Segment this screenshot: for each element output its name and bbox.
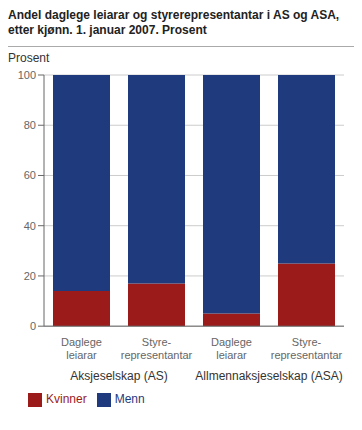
svg-text:Allmennaksjeselskap (ASA): Allmennaksjeselskap (ASA) bbox=[195, 369, 342, 383]
svg-text:40: 40 bbox=[24, 220, 36, 232]
svg-text:80: 80 bbox=[24, 119, 36, 131]
svg-text:100: 100 bbox=[18, 69, 36, 81]
svg-text:Styre-representantar: Styre-representantar bbox=[121, 336, 193, 361]
svg-text:Styre-representantar: Styre-representantar bbox=[271, 336, 343, 361]
html-text:etter kjønn. 1. januar 2007. P: etter kjønn. 1. januar 2007. Prosent bbox=[8, 23, 207, 37]
svg-text:60: 60 bbox=[24, 169, 36, 181]
html-text:Prosent: Prosent bbox=[8, 51, 50, 65]
svg-text:Daglegeleiarar: Daglegeleiarar bbox=[61, 336, 102, 361]
html-text:Kvinner: Kvinner bbox=[46, 392, 87, 407]
svg-text:Aksjeselskap (AS): Aksjeselskap (AS) bbox=[70, 369, 167, 383]
svg-text:0: 0 bbox=[30, 320, 36, 332]
svg-text:Daglegeleiarar: Daglegeleiarar bbox=[211, 336, 252, 361]
html-text:Menn: Menn bbox=[114, 392, 145, 407]
html-text:Andel daglege leiarar og styre: Andel daglege leiarar og styrerepresenta… bbox=[8, 8, 340, 22]
svg-text:20: 20 bbox=[24, 270, 36, 282]
